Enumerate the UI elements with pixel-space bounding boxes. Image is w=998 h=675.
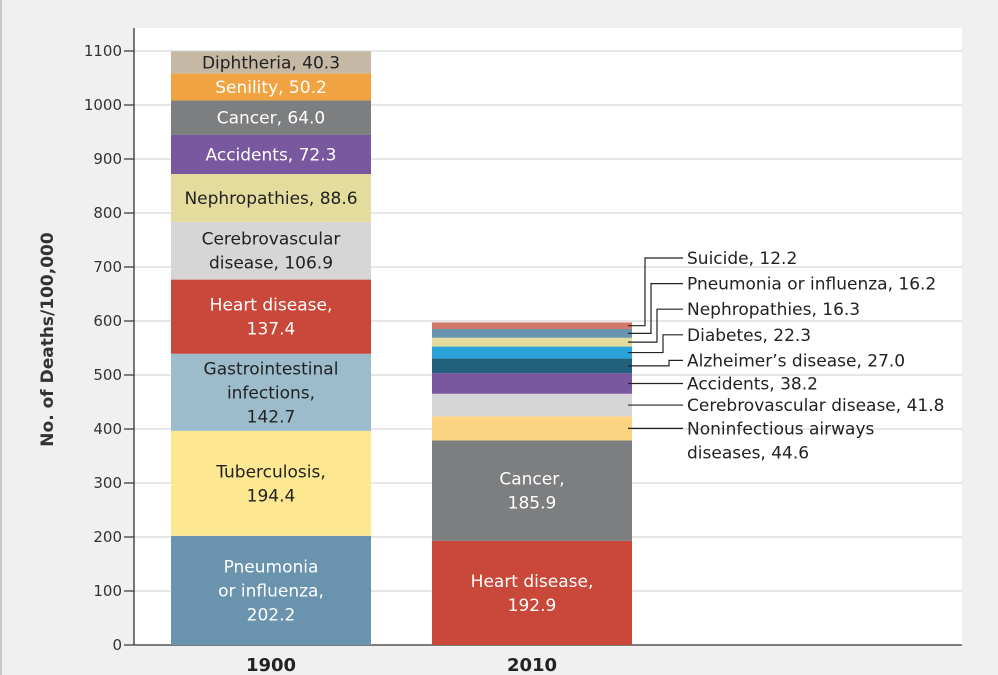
bar-2010-segment-4 <box>432 393 632 417</box>
x-category-label: 2010 <box>507 655 557 675</box>
bar-1900-segment-label: Senility, 50.2 <box>215 78 327 98</box>
bar-1900-segment-label: disease, 106.9 <box>209 254 333 274</box>
y-tick-label: 800 <box>93 204 122 222</box>
left-border <box>0 0 2 675</box>
y-tick-label: 100 <box>93 582 122 600</box>
y-tick-label: 1000 <box>84 96 122 114</box>
callout-leader-line <box>628 283 683 334</box>
callout-label: Pneumonia or influenza, 16.2 <box>687 275 936 295</box>
bar-2010-segment-9 <box>432 328 632 338</box>
callout-leader-line <box>628 359 683 367</box>
bar-1900-segment-8 <box>171 100 371 135</box>
bar-1900-segment-6 <box>171 174 371 222</box>
x-category-label: 1900 <box>246 655 296 675</box>
bar-2010-segment-2 <box>432 440 632 541</box>
callout-leader-line <box>628 308 683 343</box>
bar-1900-segment-label: Tuberculosis, <box>215 462 326 482</box>
bar-1900-segment-label: 137.4 <box>247 320 296 340</box>
bar-1900-segment-label: infections, <box>227 383 315 403</box>
bar-2010-segment-1 <box>432 540 632 645</box>
callout-leader-line <box>628 257 683 327</box>
bar-1900-segment-label: 142.7 <box>247 407 296 427</box>
callout-label: Nephropathies, 16.3 <box>687 300 860 320</box>
y-tick-label: 900 <box>93 150 122 168</box>
bar-2010-segment-7 <box>432 346 632 359</box>
bar-1900-segment-label: Pneumonia <box>224 557 319 577</box>
bar-1900-segment-label: Accidents, 72.3 <box>206 145 337 165</box>
bar-2010-segment-label: Cancer, <box>499 470 564 490</box>
callout-label: Noninfectious airways <box>687 419 875 439</box>
callout-label: Suicide, 12.2 <box>687 249 797 269</box>
bar-1900-segment-5 <box>171 221 371 280</box>
callout-label: diseases, 44.6 <box>687 443 809 463</box>
bar-2010-segment-10 <box>432 322 632 329</box>
y-tick-label: 400 <box>93 420 122 438</box>
bar-1900-segment-label: Cerebrovascular <box>202 230 341 250</box>
bar-1900-segment-10 <box>171 51 371 74</box>
bar-1900-segment-3 <box>171 353 371 431</box>
y-tick-label: 1100 <box>84 42 122 60</box>
bar-1900-segment-label: 202.2 <box>247 605 296 625</box>
bar-2010-segment-label: Heart disease, <box>471 572 594 592</box>
bar-2010-segment-6 <box>432 358 632 374</box>
bar-1900-segment-2 <box>171 430 371 536</box>
callout-label: Alzheimer’s disease, 27.0 <box>687 351 905 371</box>
bar-1900-segment-label: Nephropathies, 88.6 <box>184 189 357 209</box>
bar-1900-segment-label: Cancer, 64.0 <box>217 109 326 129</box>
bar-1900-segment-label: 194.4 <box>247 486 296 506</box>
bar-1900-segment-label: Diphtheria, 40.3 <box>202 53 340 73</box>
callout-label: Cerebrovascular disease, 41.8 <box>687 396 944 416</box>
y-tick-label: 200 <box>93 528 122 546</box>
bar-1900-segment-4 <box>171 279 371 354</box>
y-axis-label: No. of Deaths/100,000 <box>38 232 58 447</box>
callout-label: Diabetes, 22.3 <box>687 326 811 346</box>
bar-2010-segment-8 <box>432 337 632 347</box>
y-tick-label: 500 <box>93 366 122 384</box>
bar-1900-segment-7 <box>171 134 371 175</box>
bar-1900-segment-9 <box>171 73 371 101</box>
bar-2010-segment-label: 185.9 <box>508 494 557 514</box>
bar-2010-segment-5 <box>432 373 632 394</box>
bar-1900-segment-label: or influenza, <box>218 581 324 601</box>
bar-1900-segment-1 <box>171 535 371 645</box>
bar-1900-segment-label: Gastrointestinal <box>204 359 339 379</box>
y-tick-label: 300 <box>93 474 122 492</box>
y-tick-label: 700 <box>93 258 122 276</box>
callout-leader-line <box>628 334 683 354</box>
callout-label: Accidents, 38.2 <box>687 374 818 394</box>
bar-1900-segment-label: Heart disease, <box>210 296 333 316</box>
y-tick-label: 0 <box>112 636 122 654</box>
bar-2010-segment-label: 192.9 <box>508 596 557 616</box>
bar-2010-segment-3 <box>432 416 632 441</box>
y-tick-label: 600 <box>93 312 122 330</box>
